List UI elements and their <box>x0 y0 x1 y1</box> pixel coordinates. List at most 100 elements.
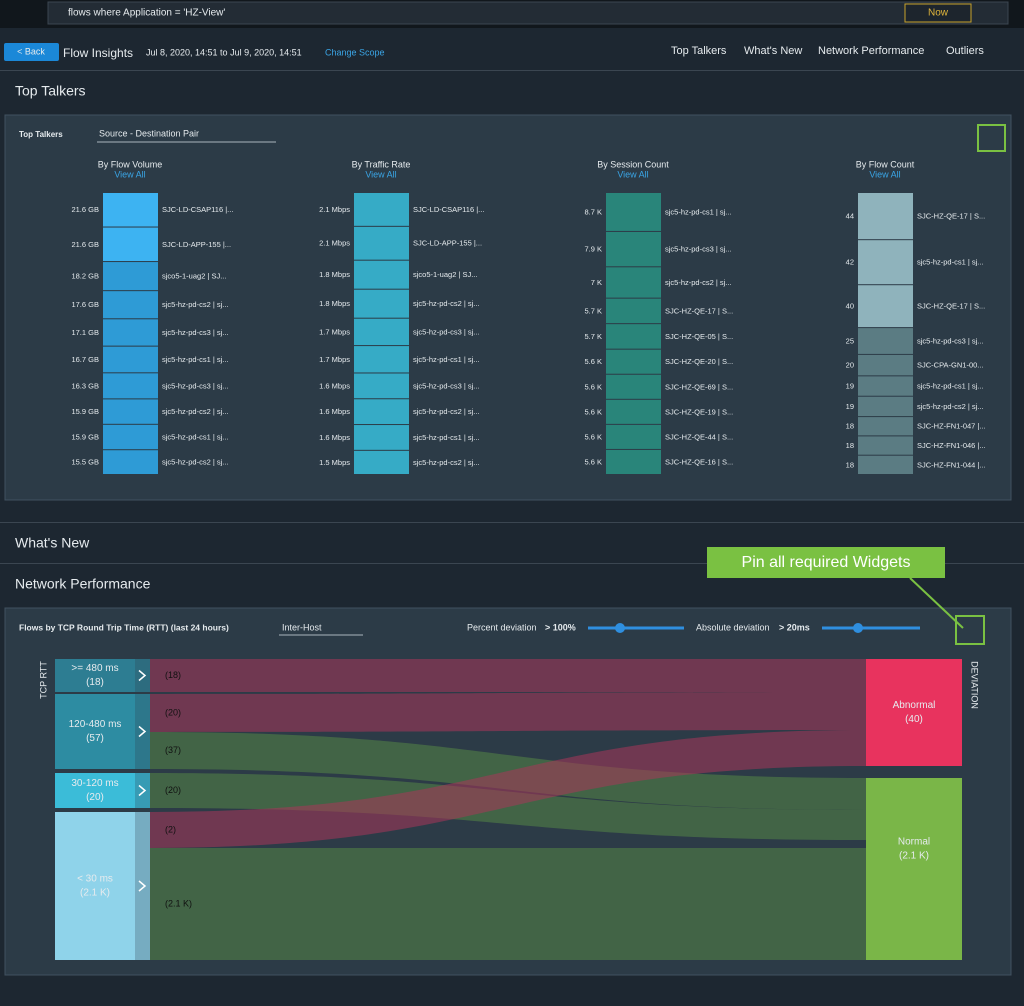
rtt-node[interactable] <box>55 773 135 808</box>
talker-bar[interactable] <box>103 291 158 319</box>
rtt-node[interactable] <box>55 694 135 769</box>
talker-bar[interactable] <box>858 285 913 328</box>
deviation-node[interactable] <box>866 659 962 766</box>
talker-bar[interactable] <box>606 374 661 399</box>
talker-name[interactable]: SJC-LD-APP-155 |... <box>162 240 231 249</box>
rtt-node-arrow[interactable] <box>135 694 150 769</box>
talker-name[interactable]: SJC-HZ-QE-17 | S... <box>917 302 985 311</box>
talker-bar[interactable] <box>858 436 913 455</box>
talker-bar[interactable] <box>354 193 409 226</box>
talker-name[interactable]: SJC-LD-CSAP116 |... <box>413 205 484 214</box>
nav-link[interactable]: Network Performance <box>818 45 924 57</box>
talker-bar[interactable] <box>858 193 913 240</box>
talker-name[interactable]: SJC-HZ-QE-69 | S... <box>665 382 733 391</box>
time-picker[interactable] <box>904 3 972 23</box>
section-title[interactable]: Network Performance <box>15 576 151 592</box>
view-all[interactable]: View All <box>617 169 648 179</box>
talker-bar[interactable] <box>858 396 913 417</box>
talker-bar[interactable] <box>606 267 661 298</box>
talker-name[interactable]: sjc5-hz-pd-cs3 | sj... <box>665 245 732 254</box>
talker-name[interactable]: SJC-HZ-QE-17 | S... <box>917 212 985 221</box>
sankey-flow[interactable] <box>150 848 866 960</box>
selector[interactable]: Inter-Host <box>282 622 322 632</box>
sankey-flow[interactable] <box>150 730 866 848</box>
talker-name[interactable]: sjc5-hz-pd-cs1 | sj... <box>162 355 229 364</box>
section-title[interactable]: What's New <box>15 535 90 551</box>
talker-bar[interactable] <box>103 424 158 450</box>
talker-name[interactable]: sjc5-hz-pd-cs3 | sj... <box>917 336 984 345</box>
talker-name[interactable]: sjc5-hz-pd-cs1 | sj... <box>917 258 984 267</box>
talker-bar[interactable] <box>606 424 661 449</box>
talker-bar[interactable] <box>354 425 409 450</box>
talker-bar[interactable] <box>354 260 409 289</box>
talker-name[interactable]: sjc5-hz-pd-cs2 | sj... <box>162 407 229 416</box>
talker-bar[interactable] <box>103 399 158 424</box>
talker-bar[interactable] <box>103 450 158 474</box>
back-button[interactable] <box>4 43 59 61</box>
talker-bar[interactable] <box>606 298 661 324</box>
talker-bar[interactable] <box>858 376 913 396</box>
talker-name[interactable]: SJC-HZ-FN1-044 |... <box>917 460 986 469</box>
talker-name[interactable]: sjc5-hz-pd-cs1 | sj... <box>413 433 480 442</box>
talker-name[interactable]: sjc5-hz-pd-cs3 | sj... <box>413 327 480 336</box>
talker-name[interactable]: sjc5-hz-pd-cs3 | sj... <box>162 328 229 337</box>
talker-name[interactable]: SJC-CPA-GN1-00... <box>917 361 984 370</box>
talker-bar[interactable] <box>606 231 661 267</box>
change-scope[interactable]: Change Scope <box>325 47 385 57</box>
talker-bar[interactable] <box>103 319 158 346</box>
talker-bar[interactable] <box>606 399 661 424</box>
talker-name[interactable]: sjc5-hz-pd-cs2 | sj... <box>917 402 984 411</box>
talker-name[interactable]: SJC-HZ-QE-19 | S... <box>665 407 733 416</box>
talker-bar[interactable] <box>606 449 661 474</box>
talker-name[interactable]: sjc5-hz-pd-cs1 | sj... <box>162 432 229 441</box>
selector[interactable]: Source - Destination Pair <box>99 128 199 138</box>
talker-name[interactable]: sjco5-1-uag2 | SJ... <box>162 272 226 281</box>
search-box[interactable] <box>47 1 1009 25</box>
rtt-node[interactable] <box>55 659 135 692</box>
talker-name[interactable]: sjc5-hz-pd-cs1 | sj... <box>665 207 732 216</box>
talker-name[interactable]: SJC-HZ-FN1-047 |... <box>917 422 986 431</box>
rtt-node-arrow[interactable] <box>135 773 150 808</box>
talker-name[interactable]: SJC-HZ-QE-17 | S... <box>665 306 733 315</box>
back-button-label[interactable]: < Back <box>17 46 45 56</box>
nav-link[interactable]: Outliers <box>946 45 984 57</box>
talker-name[interactable]: sjc5-hz-pd-cs1 | sj... <box>413 355 480 364</box>
slider-knob[interactable] <box>853 623 863 633</box>
talker-name[interactable]: sjco5-1-uag2 | SJ... <box>413 270 477 279</box>
talker-bar[interactable] <box>858 240 913 285</box>
time-button[interactable]: Now <box>928 8 949 19</box>
nav-link[interactable]: Top Talkers <box>671 45 727 57</box>
talker-bar[interactable] <box>858 455 913 474</box>
talker-bar[interactable] <box>606 349 661 374</box>
rtt-node-arrow[interactable] <box>135 659 150 692</box>
view-all[interactable]: View All <box>365 169 396 179</box>
talker-bar[interactable] <box>354 226 409 260</box>
talker-bar[interactable] <box>858 417 913 436</box>
talker-name[interactable]: sjc5-hz-pd-cs1 | sj... <box>917 382 984 391</box>
talker-bar[interactable] <box>354 318 409 346</box>
talker-bar[interactable] <box>858 354 913 376</box>
talker-bar[interactable] <box>354 289 409 318</box>
rtt-node[interactable] <box>55 812 135 960</box>
nav-link[interactable]: What's New <box>744 45 802 57</box>
talker-bar[interactable] <box>354 399 409 425</box>
talker-name[interactable]: sjc5-hz-pd-cs2 | sj... <box>413 407 480 416</box>
talker-bar[interactable] <box>103 373 158 399</box>
rtt-node-arrow[interactable] <box>135 812 150 960</box>
talker-bar[interactable] <box>606 193 661 231</box>
talker-name[interactable]: sjc5-hz-pd-cs2 | sj... <box>162 458 229 467</box>
view-all[interactable]: View All <box>114 169 145 179</box>
view-all[interactable]: View All <box>869 169 900 179</box>
talker-name[interactable]: SJC-HZ-FN1-046 |... <box>917 441 986 450</box>
talker-name[interactable]: sjc5-hz-pd-cs3 | sj... <box>413 381 480 390</box>
talker-bar[interactable] <box>103 262 158 291</box>
talker-name[interactable]: SJC-LD-APP-155 |... <box>413 239 482 248</box>
talker-bar[interactable] <box>103 227 158 262</box>
talker-name[interactable]: SJC-HZ-QE-05 | S... <box>665 332 733 341</box>
slider-knob[interactable] <box>615 623 625 633</box>
section-title[interactable]: Top Talkers <box>15 83 86 99</box>
talker-bar[interactable] <box>103 193 158 227</box>
pin-highlight[interactable] <box>955 615 985 645</box>
talker-bar[interactable] <box>354 373 409 399</box>
talker-name[interactable]: sjc5-hz-pd-cs2 | sj... <box>665 278 732 287</box>
